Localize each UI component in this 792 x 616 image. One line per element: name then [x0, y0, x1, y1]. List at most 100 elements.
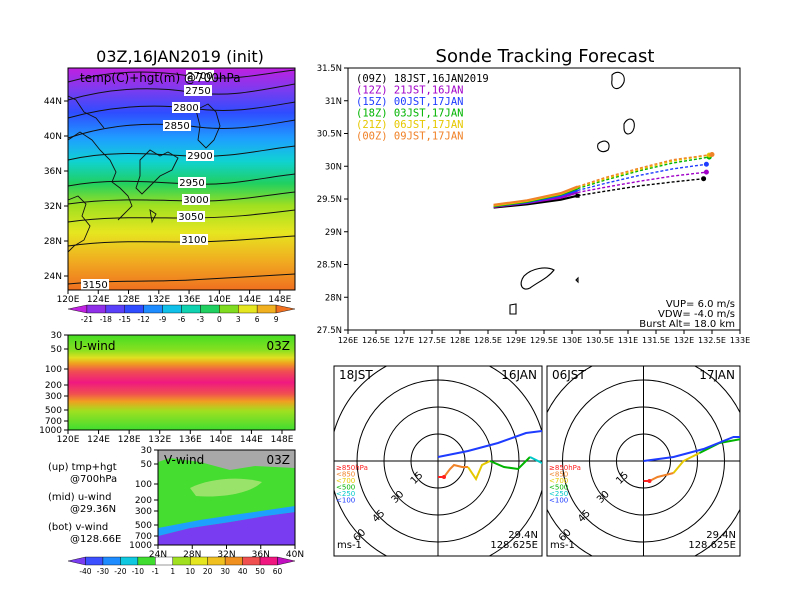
track-param: Burst Alt= 18.0 km [639, 319, 735, 330]
colorbar-cell [120, 556, 139, 566]
x-tick-label: 140E [209, 435, 232, 445]
contour-label-bg [186, 150, 214, 161]
colorbar-label: -15 [119, 315, 131, 324]
hodo-level: ≥850hPa [336, 464, 368, 472]
hodo-trace [672, 452, 700, 474]
panel-notes: (up) tmp+hgt@700hPa (mid) u-wind@29.36N (b… [48, 462, 121, 545]
track-y-tick: 28.5N [317, 261, 342, 271]
map-label: temp(C)+hgt(m) @700hPa [80, 71, 241, 85]
vwind-gray-patch [158, 450, 295, 470]
track-param: VDW= -4.0 m/s [658, 309, 735, 320]
map-y-tick: 24N [44, 272, 62, 282]
colorbar-label: -3 [197, 315, 205, 324]
wind-colorbar: -40 -30 -20 -10 -1 1 10 20 30 40 50 60 [67, 556, 296, 576]
map-y-tick: 44N [44, 97, 62, 107]
map-x-tick: 124E [87, 295, 110, 305]
track-x-tick: 131.5E [642, 336, 670, 345]
burst-point [703, 161, 709, 167]
colorbar-cell [162, 304, 182, 314]
track-x-tick: 129.5E [530, 336, 558, 345]
colorbar-label: 9 [274, 315, 279, 324]
y-tick-label: 50 [51, 345, 63, 355]
y-tick-label: 200 [135, 496, 152, 506]
colorbar-label: 0 [217, 315, 222, 324]
hodo-level: <850 [336, 471, 355, 479]
track-x-tick: 129E [506, 336, 526, 345]
colorbar-cell [102, 556, 121, 566]
colorbar-cell [85, 556, 104, 566]
vwind-purple-patch [158, 512, 295, 545]
hodo-trace [649, 472, 674, 482]
colorbar-cell [207, 556, 226, 566]
hodo-unit: ms-1 [337, 540, 362, 551]
track-y-tick: 28N [325, 293, 342, 303]
y-tick-label: 500 [135, 521, 152, 531]
track-param: VUP= 6.0 m/s [666, 299, 735, 310]
y-tick-label: 200 [45, 381, 62, 391]
colorbar-cell [124, 304, 144, 314]
hodo-lon: 128.625E [490, 540, 538, 551]
track-x-tick: 126E [338, 336, 358, 345]
colorbar-label: 30 [220, 567, 230, 576]
x-tick-label: 132E [148, 435, 171, 445]
track-x-tick: 131E [618, 336, 638, 345]
colorbar-label: 20 [203, 567, 213, 576]
burst-point [703, 169, 709, 175]
colorbar-cell [224, 556, 243, 566]
colorbar-label: -10 [132, 567, 144, 576]
colorbar-cell [67, 556, 86, 566]
track-x-tick: 132.5E [698, 336, 726, 345]
track-y-tick: 29.5N [317, 195, 342, 205]
hodo-trace [742, 431, 764, 441]
vwind-blue-patch [158, 506, 295, 536]
track-y-ticks: 31.5N 31N 30.5N 30N 29.5N 29N 28.5N 28N 27.5N [317, 64, 348, 336]
temp-colorbar: -21 -18 -15 -12 -9 -6 -3 0 3 6 9 [67, 304, 296, 324]
contour-label: 3050 [178, 212, 203, 223]
track-x-tick: 130E [562, 336, 582, 345]
track-x-tick: 128.5E [474, 336, 502, 345]
island-outlines [509, 71, 635, 315]
burst-point [709, 151, 715, 157]
colorbar-cell [105, 304, 125, 314]
colorbar-cell [67, 304, 88, 314]
map-title: 03Z,16JAN2019 (init) [96, 47, 264, 66]
x-tick-label: 40N [286, 550, 304, 560]
map-x-tick: 128E [117, 295, 140, 305]
uwind-field [68, 335, 295, 430]
map-y-tick: 28N [44, 237, 62, 247]
track-x-tick: 128E [450, 336, 470, 345]
hodo-rings [334, 366, 542, 556]
y-tick-label: 300 [135, 507, 152, 517]
colorbar-label: 10 [185, 567, 195, 576]
track-line-solid [493, 185, 578, 206]
colorbar-label: -18 [100, 315, 112, 324]
colorbar-label: 50 [255, 567, 265, 576]
burst-point [701, 176, 707, 182]
colorbar-label: -6 [178, 315, 186, 324]
y-tick-label: 30 [141, 446, 153, 456]
y-tick-label: 1000 [39, 426, 62, 436]
hodo-unit: ms-1 [550, 540, 575, 551]
legend-entry: (12Z) 21JST,16JAN [356, 85, 463, 97]
contour-label-bg [178, 177, 206, 188]
colorbar-cell [190, 556, 208, 566]
colorbar-cell [143, 304, 163, 314]
colorbar-cell [238, 304, 258, 314]
map-y-ticks: 44N 40N 36N 32N 28N 24N [44, 97, 68, 282]
track-title: Sonde Tracking Forecast [436, 46, 655, 67]
y-tick-label: 700 [45, 417, 62, 427]
colorbar-cell [155, 556, 173, 566]
hodo-trace [529, 456, 542, 465]
hodo-start [647, 479, 652, 483]
legend-entry: (00Z) 09JST,17JAN [356, 131, 463, 143]
colorbar-cell [242, 556, 261, 566]
vwind-label: V-wind [164, 453, 204, 467]
contour-label: 2750 [185, 86, 210, 97]
track-line-dashed [577, 171, 707, 194]
x-tick-label: 120E [57, 435, 80, 445]
track-y-tick: 27.5N [317, 326, 342, 336]
track-y-tick: 30.5N [317, 130, 342, 140]
